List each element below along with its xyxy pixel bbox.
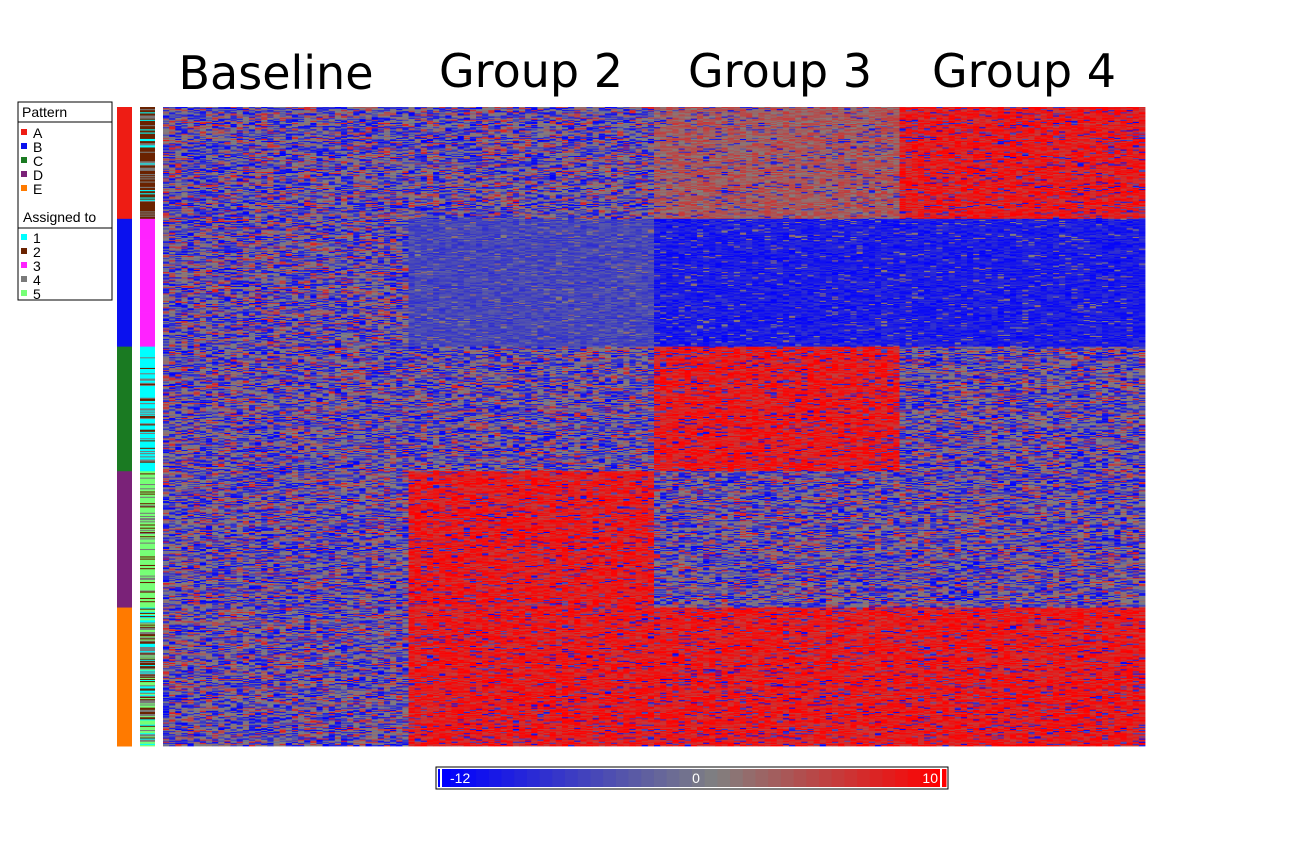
legend-swatch-cluster-3 bbox=[21, 262, 27, 268]
legend-swatch-pattern-a bbox=[21, 129, 27, 135]
legend-label-pattern-e: E bbox=[33, 181, 42, 197]
row-annotation-bars bbox=[117, 107, 155, 747]
legend-label-cluster-5: 5 bbox=[33, 286, 41, 302]
pattern-bar-e bbox=[117, 608, 132, 747]
legend-swatch-pattern-e bbox=[21, 185, 27, 191]
group-title-group-2: Group 2 bbox=[439, 44, 623, 98]
legend-swatch-cluster-4 bbox=[21, 276, 27, 282]
group-titles: Baseline Group 2 Group 3 Group 4 bbox=[178, 44, 1115, 100]
group-title-group-4: Group 4 bbox=[932, 44, 1116, 98]
pattern-bar-a bbox=[117, 107, 132, 219]
legend-pattern-title: Pattern bbox=[22, 104, 67, 120]
group-title-baseline: Baseline bbox=[178, 46, 373, 100]
pattern-bar-b bbox=[117, 219, 132, 347]
pattern-bar-c bbox=[117, 347, 132, 472]
pattern-bar-d bbox=[117, 471, 132, 608]
legend-swatch-cluster-2 bbox=[21, 248, 27, 254]
legend-assigned-title: Assigned to bbox=[23, 209, 96, 225]
legend-swatch-pattern-d bbox=[21, 171, 27, 177]
legend-swatch-cluster-5 bbox=[21, 290, 27, 296]
legend-swatch-pattern-b bbox=[21, 143, 27, 149]
legend-swatch-pattern-c bbox=[21, 157, 27, 163]
cluster-bar-cell bbox=[140, 745, 155, 746]
legend-swatch-cluster-1 bbox=[21, 234, 27, 240]
heatmap-cells bbox=[163, 107, 1145, 746]
group-title-group-3: Group 3 bbox=[688, 44, 872, 98]
